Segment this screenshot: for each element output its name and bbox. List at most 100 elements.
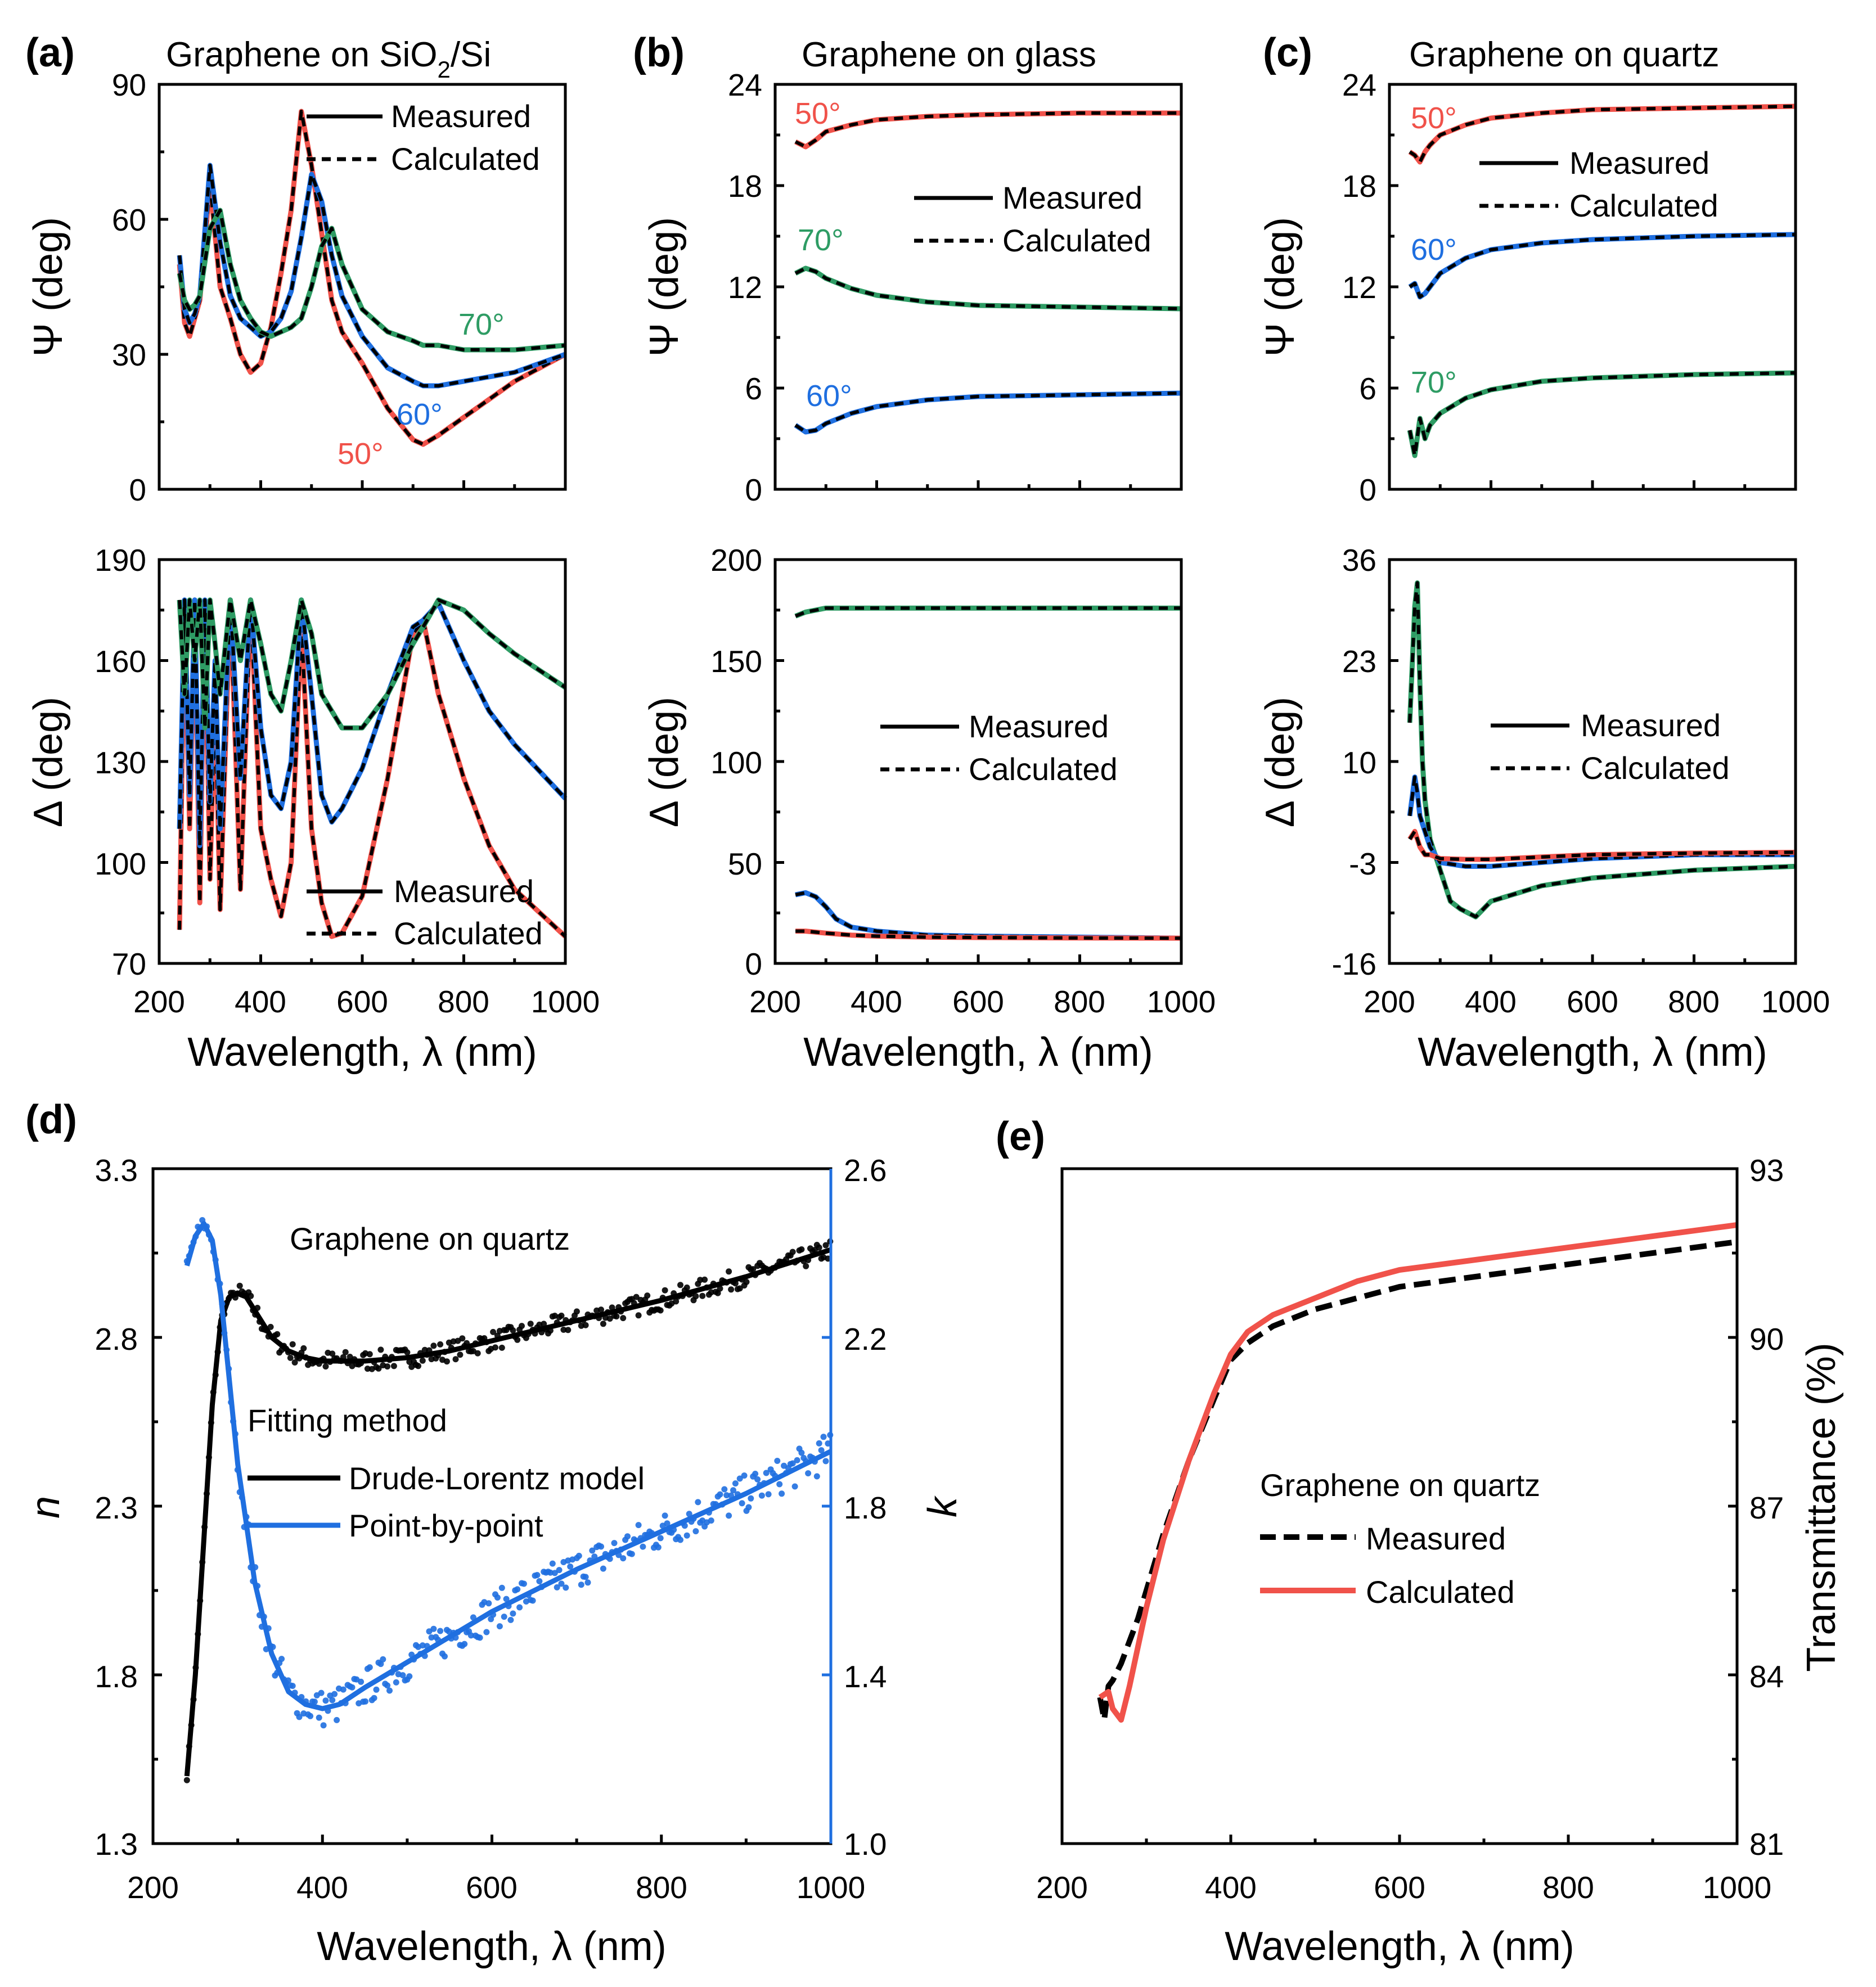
scatter-point (467, 1632, 474, 1639)
d-xtick-800: 800 (636, 1870, 687, 1905)
scatter-point (765, 1491, 772, 1498)
scatter-point (723, 1492, 730, 1499)
b-delta-xlabel: Wavelength, λ (nm) (803, 1030, 1153, 1075)
panel-a-title: Graphene on SiO2/Si (166, 35, 491, 83)
c-delta-ytick-m3: -3 (1349, 846, 1376, 881)
scatter-point (490, 1328, 497, 1335)
c-delta-ylabel: Δ (deg) (1258, 697, 1303, 827)
scatter-point (390, 1363, 397, 1369)
scatter-point (507, 1616, 514, 1623)
scatter-point (732, 1480, 739, 1487)
scatter-point (519, 1323, 525, 1330)
scatter-point (567, 1564, 574, 1570)
a-psi-ytick-90: 90 (112, 67, 146, 102)
scatter-point (573, 1308, 580, 1315)
series-line (1098, 1222, 1738, 1723)
calculated-line (1408, 581, 1796, 919)
e-xtick-1000: 1000 (1703, 1870, 1771, 1905)
scatter-point (371, 1695, 377, 1701)
calculated-line (795, 929, 1182, 940)
scatter-point (728, 1286, 735, 1293)
scatter-point (514, 1586, 521, 1593)
a-psi-ytick-30: 30 (112, 337, 146, 372)
b-psi-annotation-70: 70° (798, 223, 844, 257)
scatter-point (498, 1584, 505, 1591)
scatter-point (776, 1481, 783, 1488)
e-xtick-200: 200 (1036, 1870, 1088, 1905)
scatter-point (739, 1500, 745, 1507)
scatter-point (334, 1716, 340, 1723)
b-psi-ytick-12: 12 (728, 270, 762, 305)
c-delta-ytick-m16: -16 (1332, 947, 1377, 981)
scatter-point (322, 1363, 329, 1370)
scatter-point (399, 1672, 406, 1679)
scatter-point (377, 1346, 384, 1353)
scatter-point (342, 1349, 349, 1355)
scatter-point (624, 1533, 631, 1540)
measured-line (794, 110, 1181, 150)
measured-line (177, 208, 566, 353)
scatter-point (701, 1276, 708, 1283)
scatter-point (686, 1511, 692, 1517)
fit-line (184, 1247, 832, 1777)
scatter-point (754, 1476, 761, 1483)
d-legend-blue: Point-by-point (349, 1508, 543, 1543)
scatter-point (236, 1282, 243, 1289)
scatter-point (774, 1458, 781, 1464)
b-delta-xtick-1000: 1000 (1147, 984, 1216, 1019)
scatter-point (600, 1565, 606, 1572)
scatter-point (752, 1471, 759, 1477)
scatter-point (598, 1543, 604, 1550)
a-delta-xtick-400: 400 (235, 984, 286, 1019)
e-legend-calculated: Calculated (1366, 1574, 1515, 1610)
a-psi-frame (158, 83, 567, 491)
scatter-point (358, 1678, 365, 1685)
scatter-point (664, 1520, 671, 1527)
scatter-point (635, 1522, 642, 1529)
a-delta-ytick-190: 190 (95, 543, 146, 578)
scatter-point (820, 1434, 827, 1440)
scatter-point (556, 1567, 563, 1574)
d-legend-black: Drude-Lorentz model (349, 1461, 645, 1496)
c-delta-legend-measured: Measured (1581, 708, 1721, 743)
scatter-point (362, 1698, 368, 1705)
scatter-point (287, 1354, 294, 1361)
scatter-point (373, 1686, 380, 1693)
measured-line (1408, 232, 1796, 300)
a-delta-ytick-70: 70 (112, 947, 146, 981)
b-delta-ytick-50: 50 (728, 846, 762, 881)
scatter-point (730, 1487, 736, 1494)
scatter-point (803, 1263, 809, 1269)
b-delta-ylabel: Δ (deg) (642, 697, 687, 827)
scatter-point (320, 1722, 327, 1729)
scatter-point (657, 1307, 664, 1314)
scatter-point (613, 1313, 620, 1320)
d-legend-title: Fitting method (248, 1403, 447, 1438)
scatter-point (419, 1357, 426, 1364)
b-psi-ylabel: Ψ (deg) (642, 217, 687, 357)
scatter-point (329, 1697, 336, 1704)
b-delta-plot: Δ (deg) 200 150 100 50 0 200 400 600 800… (642, 543, 1216, 1075)
scatter-point (366, 1351, 373, 1358)
a-delta-ytick-100: 100 (95, 846, 146, 881)
measured-line (794, 605, 1181, 619)
scatter-point (721, 1486, 728, 1493)
scatter-point (798, 1449, 805, 1456)
c-psi-ytick-24: 24 (1342, 67, 1376, 102)
b-delta-ytick-150: 150 (710, 644, 762, 679)
scatter-point (662, 1512, 668, 1519)
scatter-point (563, 1584, 569, 1591)
e-legend-title: Graphene on quartz (1260, 1467, 1540, 1503)
calculated-line (794, 391, 1182, 434)
scatter-point (708, 1517, 714, 1524)
e-xlabel: Wavelength, λ (nm) (1225, 1924, 1574, 1969)
scatter-point (813, 1473, 820, 1480)
scatter-point (498, 1344, 505, 1351)
scatter-point (380, 1656, 386, 1662)
scatter-point (541, 1321, 547, 1327)
scatter-point (311, 1698, 318, 1705)
a-delta-ytick-130: 130 (95, 745, 146, 780)
b-delta-ytick-0: 0 (745, 947, 762, 981)
a-psi-plot: Ψ (deg) 90 60 30 0 Measured Calculated 7… (26, 67, 567, 507)
scatter-point (547, 1569, 554, 1576)
